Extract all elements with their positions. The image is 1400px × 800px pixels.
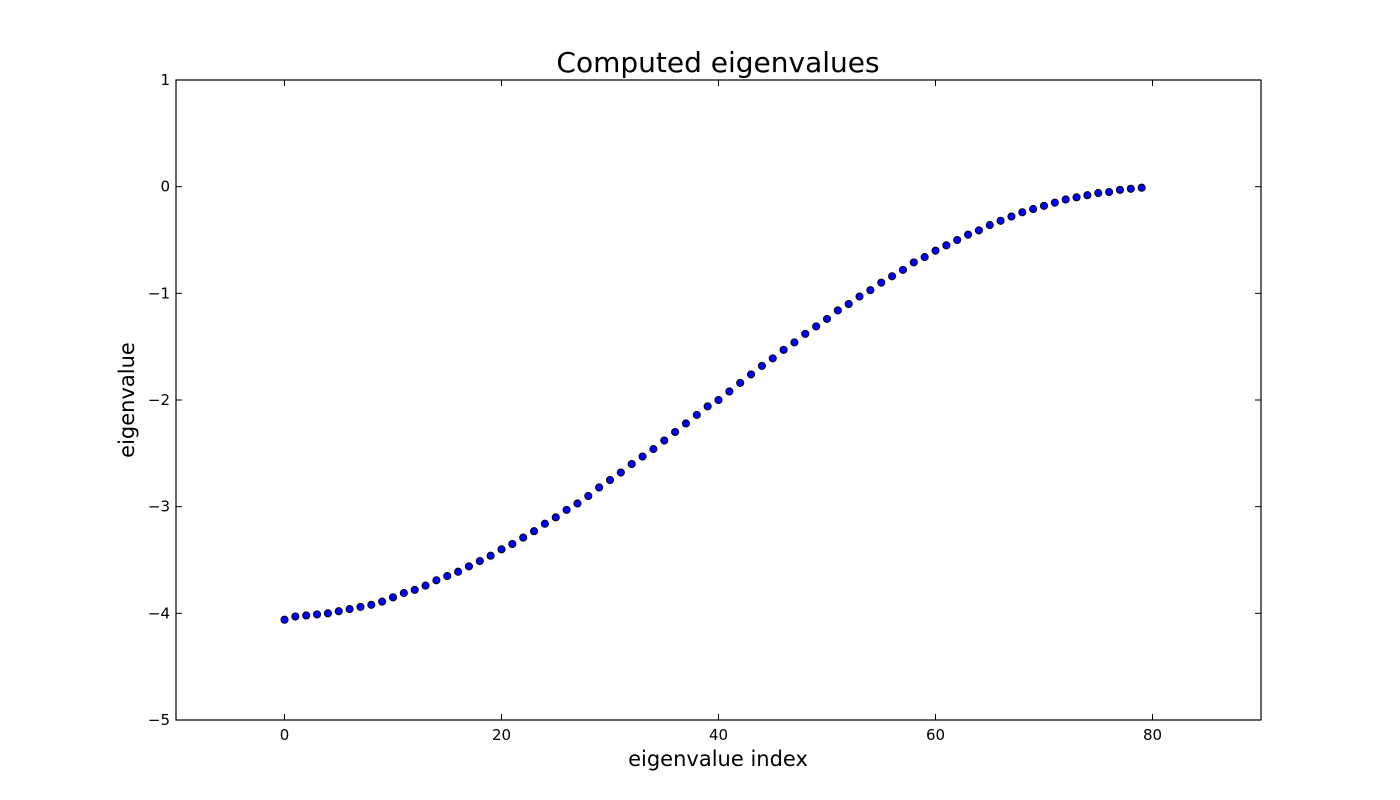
x-tick-label: 80 — [1143, 726, 1162, 744]
data-point — [388, 593, 398, 602]
data-point — [866, 286, 875, 295]
data-point — [356, 602, 365, 611]
data-point — [692, 410, 701, 419]
data-point — [486, 551, 495, 560]
data-point — [964, 230, 973, 239]
data-point — [844, 299, 853, 309]
data-point — [399, 589, 408, 598]
data-point — [551, 513, 560, 522]
y-tick-label: −4 — [148, 604, 170, 622]
data-point — [302, 611, 311, 620]
data-point — [953, 235, 962, 245]
data-point — [616, 468, 625, 477]
data-point — [421, 581, 430, 590]
data-point — [1007, 212, 1016, 221]
y-tick-label: −3 — [148, 498, 170, 516]
data-point — [530, 527, 539, 536]
data-point — [833, 306, 842, 315]
data-point — [508, 539, 517, 549]
data-point — [649, 445, 658, 454]
data-point — [464, 562, 474, 571]
data-point — [974, 226, 983, 235]
data-point — [605, 475, 615, 485]
x-axis-label: eigenvalue index — [628, 747, 808, 771]
data-point — [573, 499, 582, 508]
y-tick-label: 0 — [160, 178, 170, 196]
y-axis-label: eigenvalue — [115, 342, 139, 458]
x-tick-label: 40 — [709, 726, 728, 744]
data-point — [323, 609, 332, 618]
y-tick-label: −2 — [148, 391, 170, 409]
data-point — [931, 246, 940, 255]
data-point — [1094, 189, 1103, 198]
data-point — [714, 395, 723, 405]
data-point — [898, 265, 908, 274]
data-point — [562, 505, 571, 514]
data-point — [280, 615, 289, 624]
data-point — [681, 419, 691, 428]
data-point — [1039, 201, 1049, 210]
y-tick-label: −5 — [148, 711, 170, 729]
data-point — [1126, 184, 1135, 193]
data-point — [1083, 191, 1092, 200]
x-tick-label: 0 — [280, 726, 290, 744]
data-point — [475, 557, 484, 566]
data-point — [888, 272, 897, 281]
data-point — [801, 329, 810, 338]
data-point — [595, 483, 604, 492]
data-point — [378, 597, 387, 606]
data-point — [942, 241, 951, 250]
data-point — [1115, 185, 1124, 194]
plot-marks — [280, 183, 1146, 624]
data-point — [519, 533, 528, 542]
data-point — [1029, 205, 1038, 214]
data-point — [985, 221, 994, 230]
data-point — [779, 345, 788, 354]
x-tick-label: 60 — [926, 726, 945, 744]
data-point — [812, 322, 821, 331]
data-point — [725, 387, 734, 396]
data-point — [367, 600, 376, 609]
data-point — [540, 519, 549, 528]
data-point — [454, 567, 463, 576]
data-point — [747, 370, 756, 379]
data-point — [584, 491, 593, 501]
data-point — [410, 585, 419, 594]
data-point — [312, 610, 322, 619]
data-point — [822, 314, 832, 323]
data-point — [909, 258, 918, 267]
data-point — [1105, 187, 1114, 197]
data-point — [671, 427, 680, 437]
y-tick-label: 1 — [160, 71, 170, 89]
data-point — [1050, 198, 1059, 207]
data-point — [627, 459, 636, 469]
data-point — [877, 278, 886, 287]
data-point — [1137, 183, 1146, 192]
chart-title: Computed eigenvalues — [556, 46, 879, 79]
data-point — [996, 216, 1005, 225]
data-point — [920, 253, 929, 262]
data-point — [291, 612, 300, 621]
data-point — [1018, 208, 1027, 217]
data-point — [703, 402, 712, 411]
data-point — [1061, 195, 1070, 204]
data-point — [660, 436, 669, 445]
data-point — [757, 361, 766, 370]
data-point — [334, 607, 343, 616]
data-point — [790, 338, 799, 347]
data-point — [432, 576, 441, 585]
data-point — [345, 605, 354, 614]
y-tick-label: −1 — [148, 284, 170, 302]
data-point — [638, 452, 647, 461]
data-point — [855, 292, 864, 301]
data-point — [497, 545, 506, 554]
data-point — [443, 571, 452, 581]
data-point — [768, 354, 777, 363]
x-tick-label: 20 — [492, 726, 511, 744]
data-point — [1072, 193, 1081, 202]
data-point — [736, 378, 745, 387]
axis-ticks: 0 20 40 60 80 1 0 −1 −2 −3 −4 −5 — [148, 71, 1261, 744]
